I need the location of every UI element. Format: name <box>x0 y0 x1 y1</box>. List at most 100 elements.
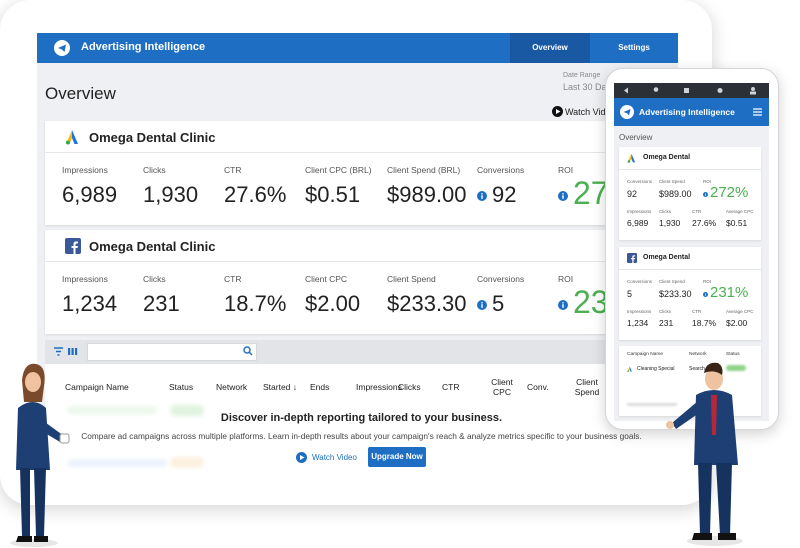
account-name: Omega Dental Clinic <box>89 239 216 254</box>
metric-value: 6,989 <box>62 182 118 207</box>
metric-value: 1,234 <box>627 318 649 328</box>
app-logo <box>54 40 70 56</box>
metric-label: ROI <box>703 279 712 284</box>
metric-label: Client Spend (BRL) <box>387 165 461 175</box>
card-divider <box>619 169 761 170</box>
card-divider <box>45 261 678 262</box>
campaign-name: Cleaning Special <box>637 366 675 372</box>
column-header[interactable]: Status <box>726 352 740 357</box>
campaign-network: Search <box>689 366 705 372</box>
play-icon <box>296 452 307 463</box>
metric-label: Conversions <box>477 165 525 175</box>
metric-label: Impressions <box>62 165 108 175</box>
metric-label: Clicks <box>659 209 671 214</box>
column-header[interactable]: Network <box>216 382 248 392</box>
metric-label: Client Spend <box>659 279 685 284</box>
card-divider <box>45 152 678 153</box>
tablet-screen: Advertising Intelligence Overview Settin… <box>37 33 678 475</box>
metric-value: $989.00 <box>659 189 692 199</box>
app-title: Advertising Intelligence <box>639 107 735 117</box>
date-range-label: Date Range <box>563 72 601 79</box>
info-icon <box>477 191 487 201</box>
metric-label: Client CPC <box>305 274 348 284</box>
filter-icons[interactable] <box>53 346 79 358</box>
column-header[interactable]: Ends <box>310 382 330 392</box>
metric-label: ROI <box>558 165 574 175</box>
ad-account-card: Omega Dental Clinic Impressions 1,234 Click… <box>45 230 678 334</box>
column-header[interactable]: Client CPC <box>491 377 513 397</box>
column-header[interactable]: Status <box>169 382 194 392</box>
metric-label: Average CPC <box>726 309 754 314</box>
metric-value: 231 <box>659 318 674 328</box>
metric-value: $2.00 <box>305 291 361 316</box>
metric-label: Clicks <box>143 274 166 284</box>
metric-value: 5 <box>627 289 633 299</box>
column-header[interactable]: Clicks <box>398 382 421 392</box>
watch-video-link[interactable]: Watch Video <box>565 107 616 117</box>
column-header[interactable]: CTR <box>442 382 460 392</box>
metric-label: Conversions <box>627 279 653 284</box>
info-icon <box>703 192 708 197</box>
network-logo <box>65 238 81 254</box>
metric-value: $0.51 <box>726 218 748 228</box>
metric-label: ROI <box>703 179 712 184</box>
metric-label: CTR <box>224 274 242 284</box>
metric-value: $233.30 <box>387 291 467 316</box>
metric-label: Clicks <box>659 309 671 314</box>
metric-label: Impressions <box>62 274 108 284</box>
column-header[interactable]: Network <box>689 352 707 357</box>
column-header[interactable]: Impressions <box>356 382 402 392</box>
column-header[interactable]: Conv. <box>527 382 549 392</box>
man-illustration <box>666 362 743 546</box>
ad-account-card: Omega Dental Conversions 92 Client Spend $98… <box>619 147 761 240</box>
phone-screen: Advertising Intelligence Overview Campai… <box>614 83 769 421</box>
metric-value: 1,930 <box>143 182 199 207</box>
metric-value: 18.7% <box>692 318 717 328</box>
metric-value: $2.00 <box>726 318 748 328</box>
column-header[interactable]: Campaign Name <box>627 352 663 357</box>
tab[interactable]: Overview <box>510 33 590 63</box>
metric-value: 92 <box>627 189 638 199</box>
column-header[interactable]: Started ↓ <box>263 382 298 392</box>
network-logo <box>627 253 637 263</box>
page-title: Overview <box>45 84 116 103</box>
metric-value: $0.51 <box>305 182 361 207</box>
column-header[interactable]: Campaign Name <box>65 382 129 392</box>
metric-label: Conversions <box>477 274 525 284</box>
metric-value: 5 <box>492 291 505 316</box>
roi-value: 272% <box>710 184 749 201</box>
promo-overlay <box>45 399 678 475</box>
metric-value: $233.30 <box>659 289 692 299</box>
phone: Advertising Intelligence Overview Campai… <box>605 68 779 430</box>
blurred-footer <box>627 403 677 406</box>
upgrade-button[interactable]: Upgrade Now <box>368 447 426 467</box>
phone-nav <box>614 83 769 98</box>
promo-watch-video[interactable]: Watch Video <box>312 453 357 462</box>
search-icon <box>243 346 253 356</box>
metric-value: 18.7% <box>224 291 287 316</box>
ad-account-card: Omega Dental Clinic Impressions 6,989 Click… <box>45 121 678 225</box>
tablet: Advertising Intelligence Overview Settin… <box>37 33 678 475</box>
metric-value: 92 <box>492 182 517 207</box>
metric-value: 1,234 <box>62 291 118 316</box>
info-icon <box>558 191 568 201</box>
date-range-value[interactable]: Last 30 Days <box>563 82 616 92</box>
metric-label: Client CPC (BRL) <box>305 165 372 175</box>
tab[interactable]: Settings <box>618 43 650 52</box>
menu-icon[interactable] <box>753 108 762 116</box>
ad-account-card: Omega Dental Conversions 5 Client Spend $233… <box>619 247 761 340</box>
metric-label: CTR <box>692 309 702 314</box>
app-title: Advertising Intelligence <box>81 41 206 53</box>
metric-label: CTR <box>224 165 242 175</box>
column-header[interactable]: Client Spend <box>574 377 600 397</box>
card-divider <box>619 269 761 270</box>
metric-label: ROI <box>558 274 574 284</box>
search-box[interactable] <box>87 343 257 361</box>
metric-value: 27.6% <box>692 218 717 228</box>
app-logo <box>620 105 634 119</box>
metric-value: $989.00 <box>387 182 467 207</box>
metric-label: Impressions <box>627 309 652 314</box>
metric-label: Impressions <box>627 209 652 214</box>
phone-nav-icons <box>624 87 756 95</box>
